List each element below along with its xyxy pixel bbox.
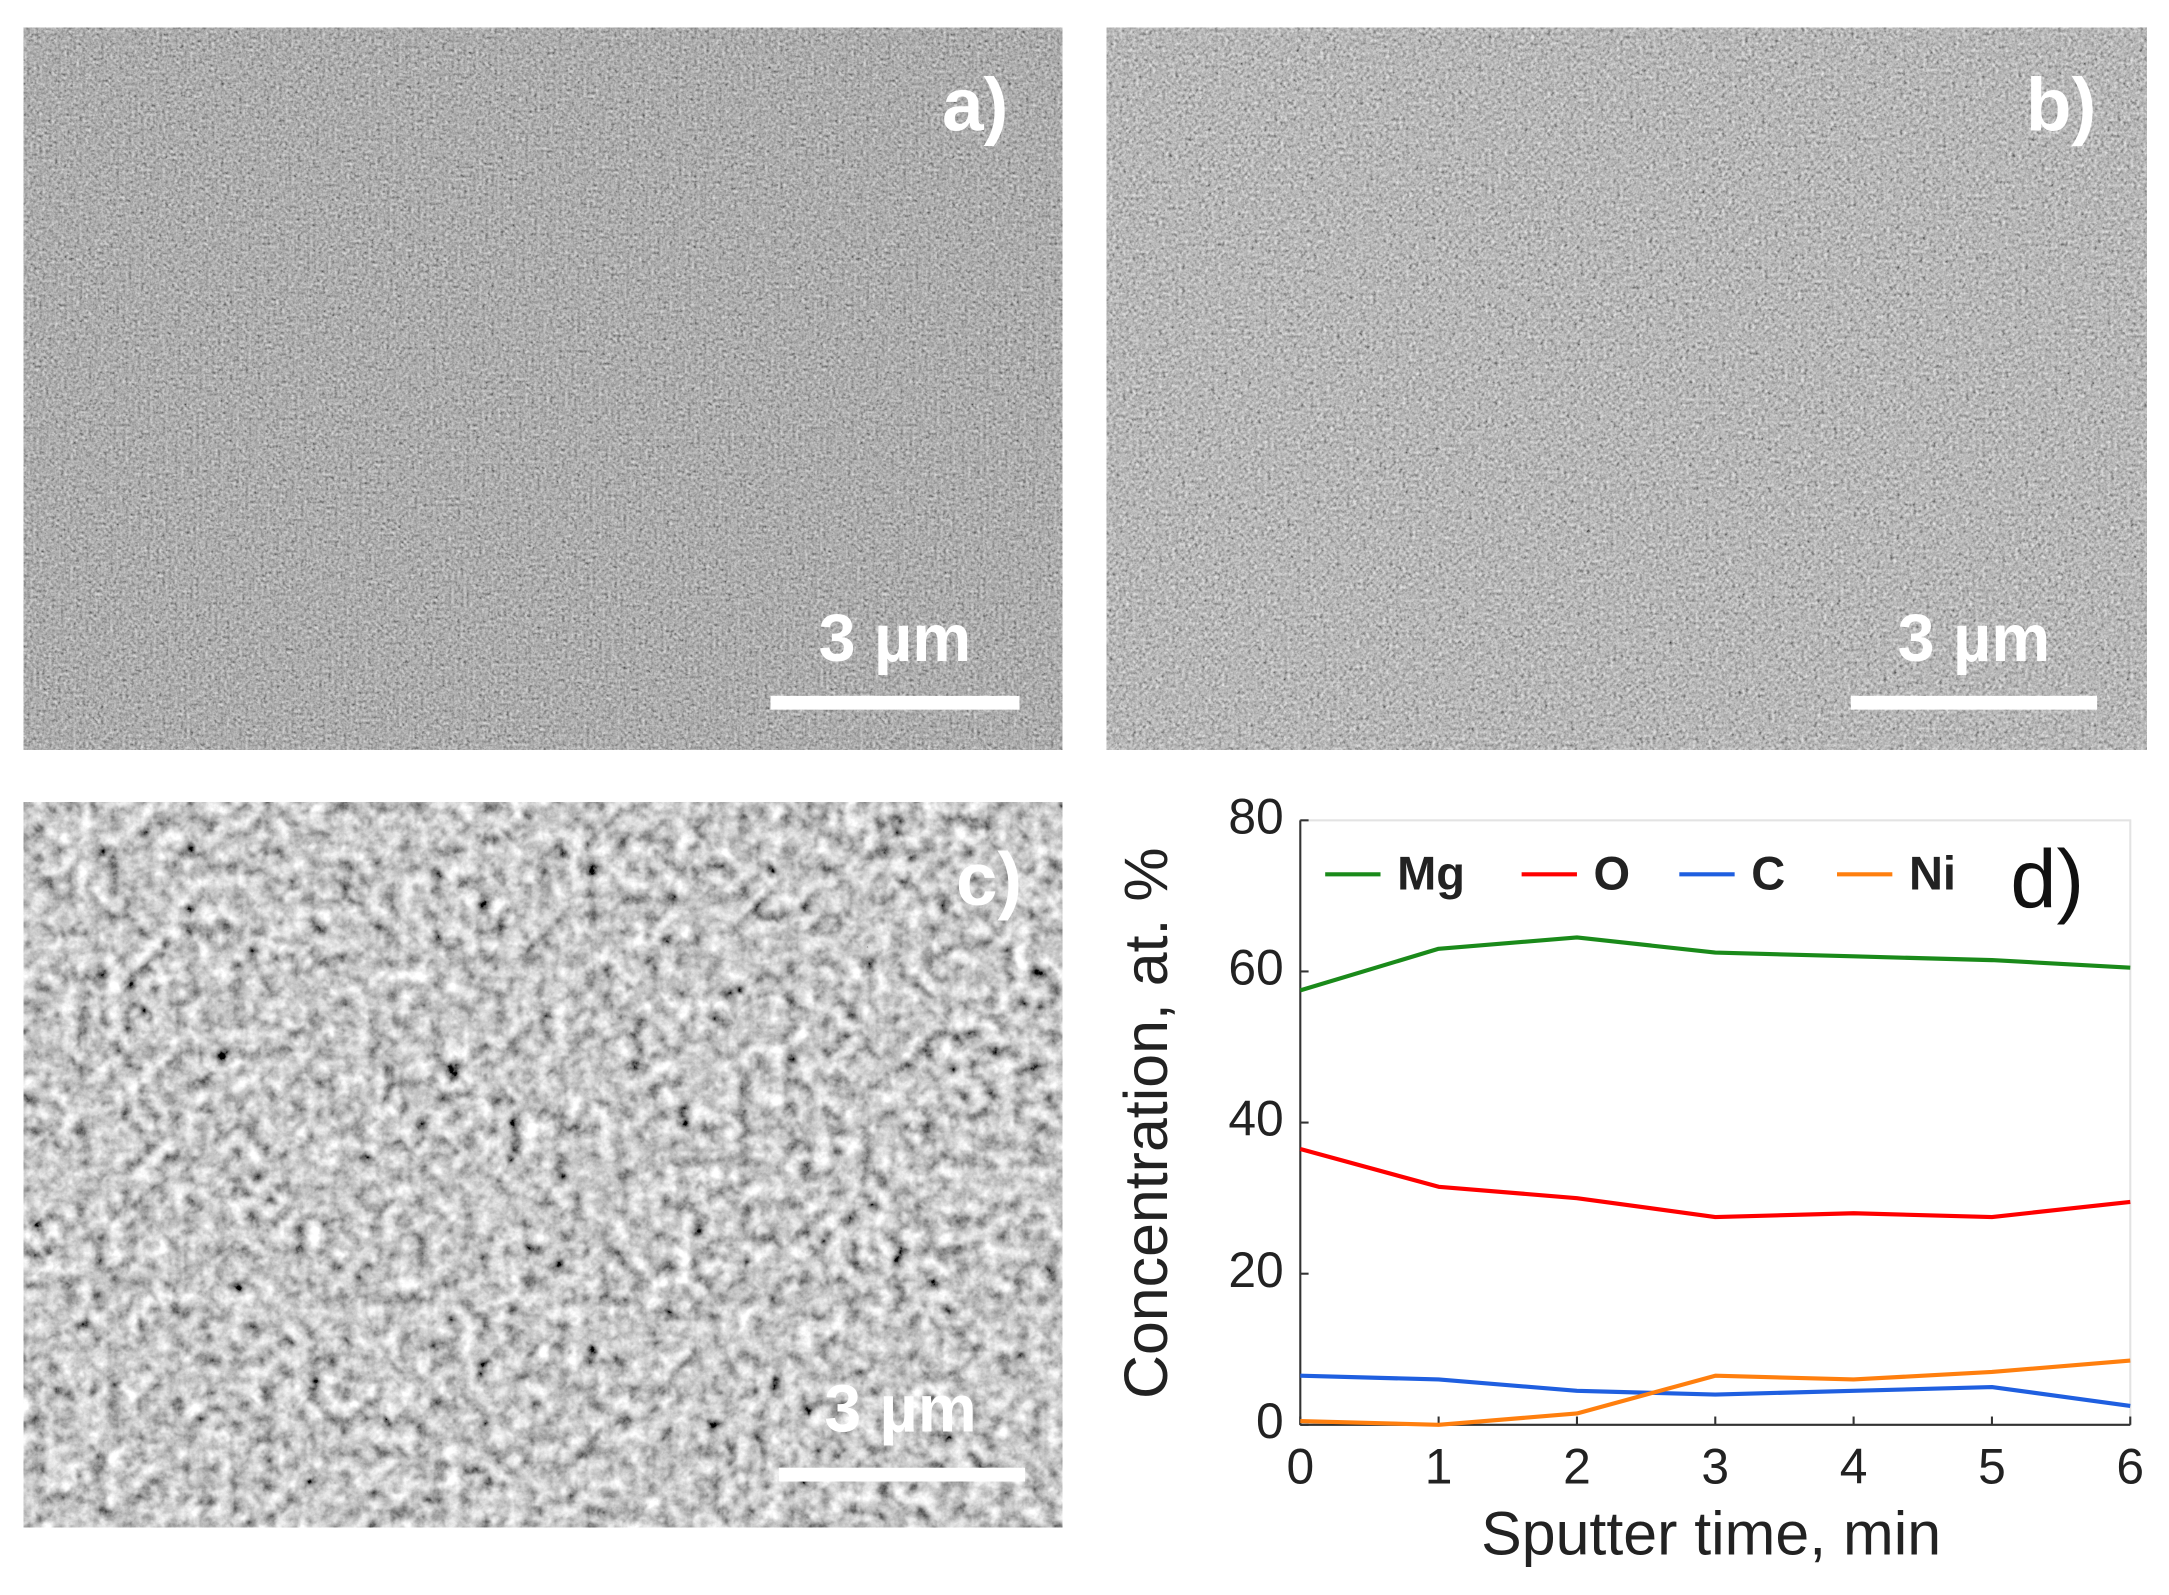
legend-label: O [1594,846,1631,899]
chart-panel-d: d) Sputter time, min Concentration, at. … [1112,788,2144,1567]
x-tick-label: 5 [1978,1439,2006,1495]
panel-label: a) [942,62,1008,146]
scale-bar [770,695,1020,710]
scale-bar-label: 3 µm [824,1372,977,1446]
legend-label: C [1751,846,1785,899]
y-tick-label: 20 [1228,1242,1283,1298]
y-tick-label: 0 [1256,1393,1284,1449]
x-tick-label: 6 [2116,1439,2144,1495]
y-axis-label: Concentration, at. % [1112,848,1180,1399]
panel-a: a) 3 µm [23,27,1063,750]
x-axis-label: Sputter time, min [1481,1499,1941,1567]
scale-bar-label: 3 µm [819,602,972,676]
sem-image [1106,27,2147,750]
scale-bar [1850,695,2098,710]
panel-c: c) 3 µm [23,802,1063,1528]
x-tick-label: 4 [1840,1439,1868,1495]
panel-label: b) [2026,62,2097,146]
sem-image [23,27,1063,750]
scale-bar [778,1467,1026,1482]
x-tick-label: 3 [1701,1439,1729,1495]
scale-bar-label: 3 µm [1898,602,2051,676]
legend-label: Mg [1397,846,1465,899]
panel-label: d) [2010,832,2084,925]
sem-image [23,802,1063,1528]
x-tick-label: 1 [1425,1439,1453,1495]
x-tick-label: 0 [1286,1439,1314,1495]
series-line [1300,1358,2131,1427]
y-tick-label: 80 [1228,788,1283,844]
x-tick-label: 2 [1563,1439,1591,1495]
y-tick-label: 60 [1228,940,1283,996]
plot-frame [1299,819,2132,1426]
series-line [1300,1373,2131,1408]
series-line [1299,935,2131,993]
y-tick-label: 40 [1228,1091,1283,1147]
series-line [1299,1147,2131,1220]
legend-label: Ni [1909,846,1956,899]
panel-label: c) [956,837,1022,921]
panel-b: b) 3 µm [1106,27,2147,750]
